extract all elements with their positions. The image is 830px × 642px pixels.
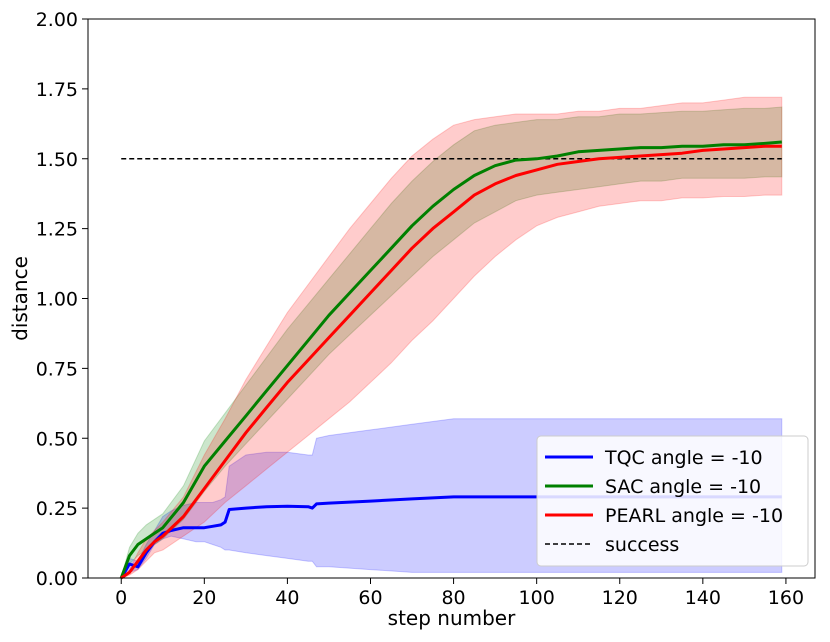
x-axis-label: step number <box>388 606 516 630</box>
y-tick-label: 0.50 <box>36 428 78 450</box>
legend-label: success <box>605 534 679 556</box>
line-series-1 <box>119 140 782 579</box>
legend-label: PEARL angle = -10 <box>605 505 783 527</box>
x-tick-label: 60 <box>358 587 382 609</box>
y-tick-label: 1.50 <box>36 149 78 171</box>
x-tick-label: 80 <box>441 587 465 609</box>
y-tick-label: 0.75 <box>36 358 78 380</box>
y-tick-label: 2.00 <box>36 9 78 31</box>
x-tick-label: 40 <box>275 587 299 609</box>
y-tick-label: 1.25 <box>36 219 78 241</box>
y-tick-label: 0.25 <box>36 498 78 520</box>
x-tick-label: 20 <box>192 587 216 609</box>
x-tick-label: 140 <box>685 587 721 609</box>
x-axis-ticks: 0 20 40 60 80 100 120 140 160 <box>115 578 804 609</box>
line-series-2 <box>120 144 782 580</box>
x-tick-label: 0 <box>115 587 127 609</box>
x-tick-label: 120 <box>602 587 638 609</box>
y-axis-ticks: 0.00 0.25 0.50 0.75 1.00 1.25 1.50 1.75 2.00 <box>36 9 88 590</box>
legend-label: SAC angle = -10 <box>605 476 761 498</box>
y-tick-label: 0.00 <box>36 568 78 590</box>
legend-box <box>536 435 809 567</box>
x-tick-label: 160 <box>768 587 804 609</box>
band-series-1 <box>120 106 783 579</box>
legend-label: TQC angle = -10 <box>604 447 763 469</box>
x-tick-label: 100 <box>519 587 555 609</box>
legend: TQC angle = -10 SAC angle = -10 PEARL angl… <box>536 435 809 567</box>
y-tick-label: 1.75 <box>36 79 78 101</box>
y-tick-label: 1.00 <box>36 289 78 311</box>
y-axis-label: distance <box>8 256 32 341</box>
